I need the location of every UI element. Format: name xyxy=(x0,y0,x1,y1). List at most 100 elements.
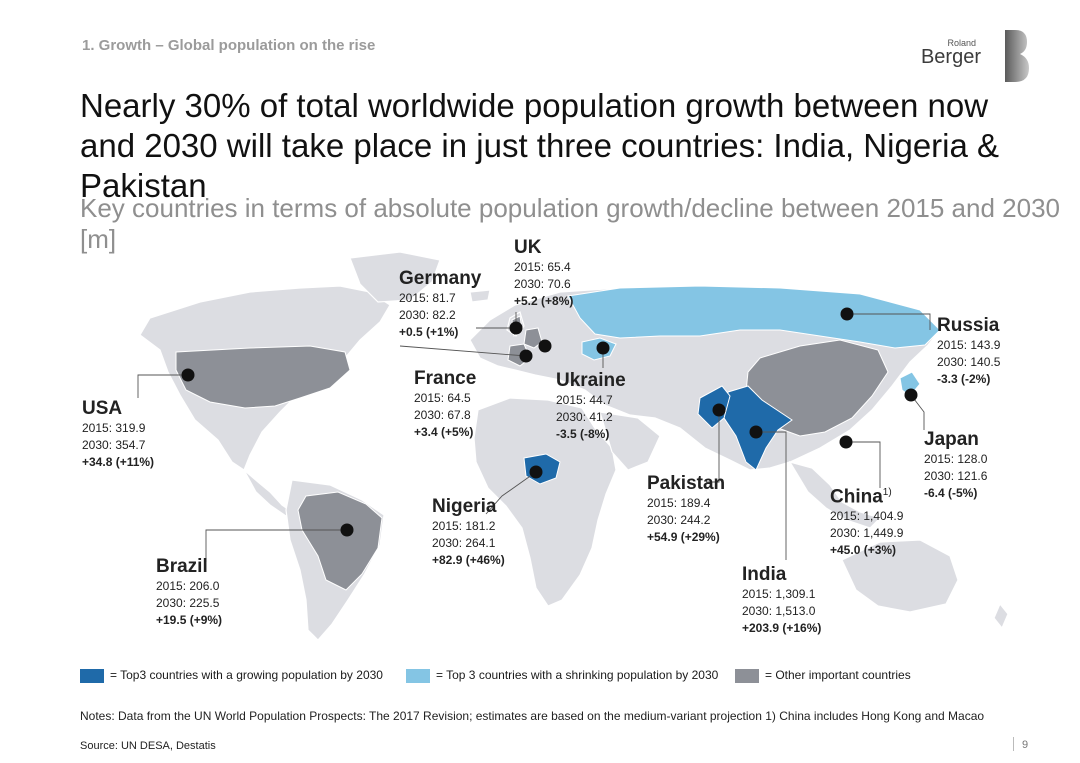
value-2030-pakistan: 2030: 244.2 xyxy=(647,513,711,527)
swatch-shrinking xyxy=(406,668,430,683)
value-2030-france: 2030: 67.8 xyxy=(414,408,471,422)
land-central-america xyxy=(243,469,294,517)
value-2015-france: 2015: 64.5 xyxy=(414,391,471,405)
marker-ukraine xyxy=(596,341,610,355)
leader-japan xyxy=(910,394,925,430)
value-2030-nigeria: 2030: 264.1 xyxy=(432,536,496,550)
marker-japan xyxy=(904,388,918,402)
callout-nigeria: Nigeria 2015: 181.2 2030: 264.1 +82.9 (+… xyxy=(432,496,505,569)
country-name-france: France xyxy=(414,368,477,389)
country-name-china: China1) xyxy=(830,482,903,508)
callout-france: France 2015: 64.5 2030: 67.8 +3.4 (+5%) xyxy=(414,368,476,441)
land-greenland xyxy=(349,251,441,303)
country-name-germany: Germany xyxy=(399,268,482,289)
value-2030-brazil: 2030: 225.5 xyxy=(156,596,220,610)
value-2015-brazil: 2015: 206.0 xyxy=(156,579,220,593)
marker-nigeria xyxy=(529,465,543,479)
legend-label-other: = Other important countries xyxy=(765,668,911,682)
marker-pakistan xyxy=(712,403,726,417)
legend-item-growing: = Top3 countries with a growing populati… xyxy=(80,668,383,683)
region-usa xyxy=(175,345,351,409)
leader-pakistan xyxy=(706,410,720,483)
value-2015-japan: 2015: 128.0 xyxy=(924,452,988,466)
leader-usa xyxy=(137,374,188,398)
change-germany: +0.5 (+1%) xyxy=(399,325,459,339)
legend-label-shrinking: = Top 3 countries with a shrinking popul… xyxy=(436,668,719,682)
value-2030-ukraine: 2030: 41.2 xyxy=(556,410,613,424)
swatch-other xyxy=(735,668,759,683)
change-russia: -3.3 (-2%) xyxy=(937,372,991,386)
country-name-usa: USA xyxy=(82,398,123,419)
change-brazil: +19.5 (+9%) xyxy=(156,613,223,627)
land-africa xyxy=(473,397,617,607)
region-russia xyxy=(567,285,941,349)
value-2015-india: 2015: 1,309.1 xyxy=(742,587,816,601)
value-2015-ukraine: 2015: 44.7 xyxy=(556,393,613,407)
leader-lines xyxy=(137,312,931,562)
callout-germany: Germany 2015: 81.7 2030: 82.2 +0.5 (+1%) xyxy=(399,268,481,341)
value-2015-usa: 2015: 319.9 xyxy=(82,421,146,435)
marker-uk xyxy=(509,321,523,335)
page-title: Nearly 30% of total worldwide population… xyxy=(80,87,1000,204)
country-name-russia: Russia xyxy=(937,315,1000,336)
region-brazil xyxy=(297,491,383,591)
marker-france xyxy=(519,349,533,363)
country-name-nigeria: Nigeria xyxy=(432,496,497,517)
region-germany xyxy=(523,327,543,349)
logo-b-icon xyxy=(1005,30,1029,82)
value-2030-germany: 2030: 82.2 xyxy=(399,308,456,322)
leader-brazil xyxy=(205,529,347,562)
leader-russia xyxy=(847,313,931,330)
change-usa: +34.8 (+11%) xyxy=(82,455,155,469)
marker-germany xyxy=(538,339,552,353)
callout-pakistan: Pakistan 2015: 189.4 2030: 244.2 +54.9 (… xyxy=(647,473,725,546)
country-name-pakistan: Pakistan xyxy=(647,473,726,494)
marker-china xyxy=(839,435,853,449)
change-uk: +5.2 (+8%) xyxy=(514,294,574,308)
callout-uk: UK 2015: 65.4 2030: 70.6 +5.2 (+8%) xyxy=(514,237,573,310)
footnotes: Notes: Data from the UN World Population… xyxy=(80,709,985,723)
leader-china xyxy=(846,441,881,488)
value-2030-uk: 2030: 70.6 xyxy=(514,277,571,291)
value-2015-china: 2015: 1,404.9 xyxy=(830,509,904,524)
value-2030-india: 2030: 1,513.0 xyxy=(742,604,816,618)
marker-usa xyxy=(181,368,195,382)
page-subtitle: Key countries in terms of absolute popul… xyxy=(80,193,1060,254)
swatch-growing xyxy=(80,668,104,683)
value-2030-china: 2030: 1,449.9 xyxy=(830,526,904,541)
country-name-japan: Japan xyxy=(924,429,979,450)
logo-line-roland: Roland xyxy=(947,38,976,48)
country-name-ukraine: Ukraine xyxy=(556,370,626,391)
marker-india xyxy=(749,425,763,439)
page-number-divider xyxy=(1013,737,1014,751)
country-name-brazil: Brazil xyxy=(156,556,208,577)
change-india: +203.9 (+16%) xyxy=(742,621,822,635)
value-2015-uk: 2015: 65.4 xyxy=(514,260,571,274)
callout-russia: Russia 2015: 143.9 2030: 140.5 -3.3 (-2%… xyxy=(937,315,1000,388)
leader-france xyxy=(399,345,527,357)
value-2015-pakistan: 2015: 189.4 xyxy=(647,496,711,510)
china-name-text: China xyxy=(830,486,883,508)
marker-brazil xyxy=(340,523,354,537)
land-arabia xyxy=(599,411,661,471)
change-china: +45.0 (+3%) xyxy=(830,543,897,558)
marker-russia xyxy=(840,307,854,321)
land-australia xyxy=(841,539,959,613)
change-nigeria: +82.9 (+46%) xyxy=(432,553,505,567)
change-france: +3.4 (+5%) xyxy=(414,425,474,439)
change-ukraine: -3.5 (-8%) xyxy=(556,427,610,441)
callout-india: India 2015: 1,309.1 2030: 1,513.0 +203.9… xyxy=(742,564,821,637)
leader-india xyxy=(756,431,787,560)
land-new-zealand xyxy=(993,602,1009,630)
callout-usa: USA 2015: 319.9 2030: 354.7 +34.8 (+11%) xyxy=(82,398,154,471)
change-pakistan: +54.9 (+29%) xyxy=(647,530,720,544)
country-name-uk: UK xyxy=(514,237,542,258)
value-2030-japan: 2030: 121.6 xyxy=(924,469,988,483)
legend-label-growing: = Top3 countries with a growing populati… xyxy=(110,668,383,682)
logo-line-berger: Berger xyxy=(920,46,981,68)
country-name-india: India xyxy=(742,564,787,585)
callout-brazil: Brazil 2015: 206.0 2030: 225.5 +19.5 (+9… xyxy=(156,556,222,629)
legend-item-other: = Other important countries xyxy=(735,668,911,683)
legend-item-shrinking: = Top 3 countries with a shrinking popul… xyxy=(406,668,718,683)
value-2015-russia: 2015: 143.9 xyxy=(937,338,1001,352)
